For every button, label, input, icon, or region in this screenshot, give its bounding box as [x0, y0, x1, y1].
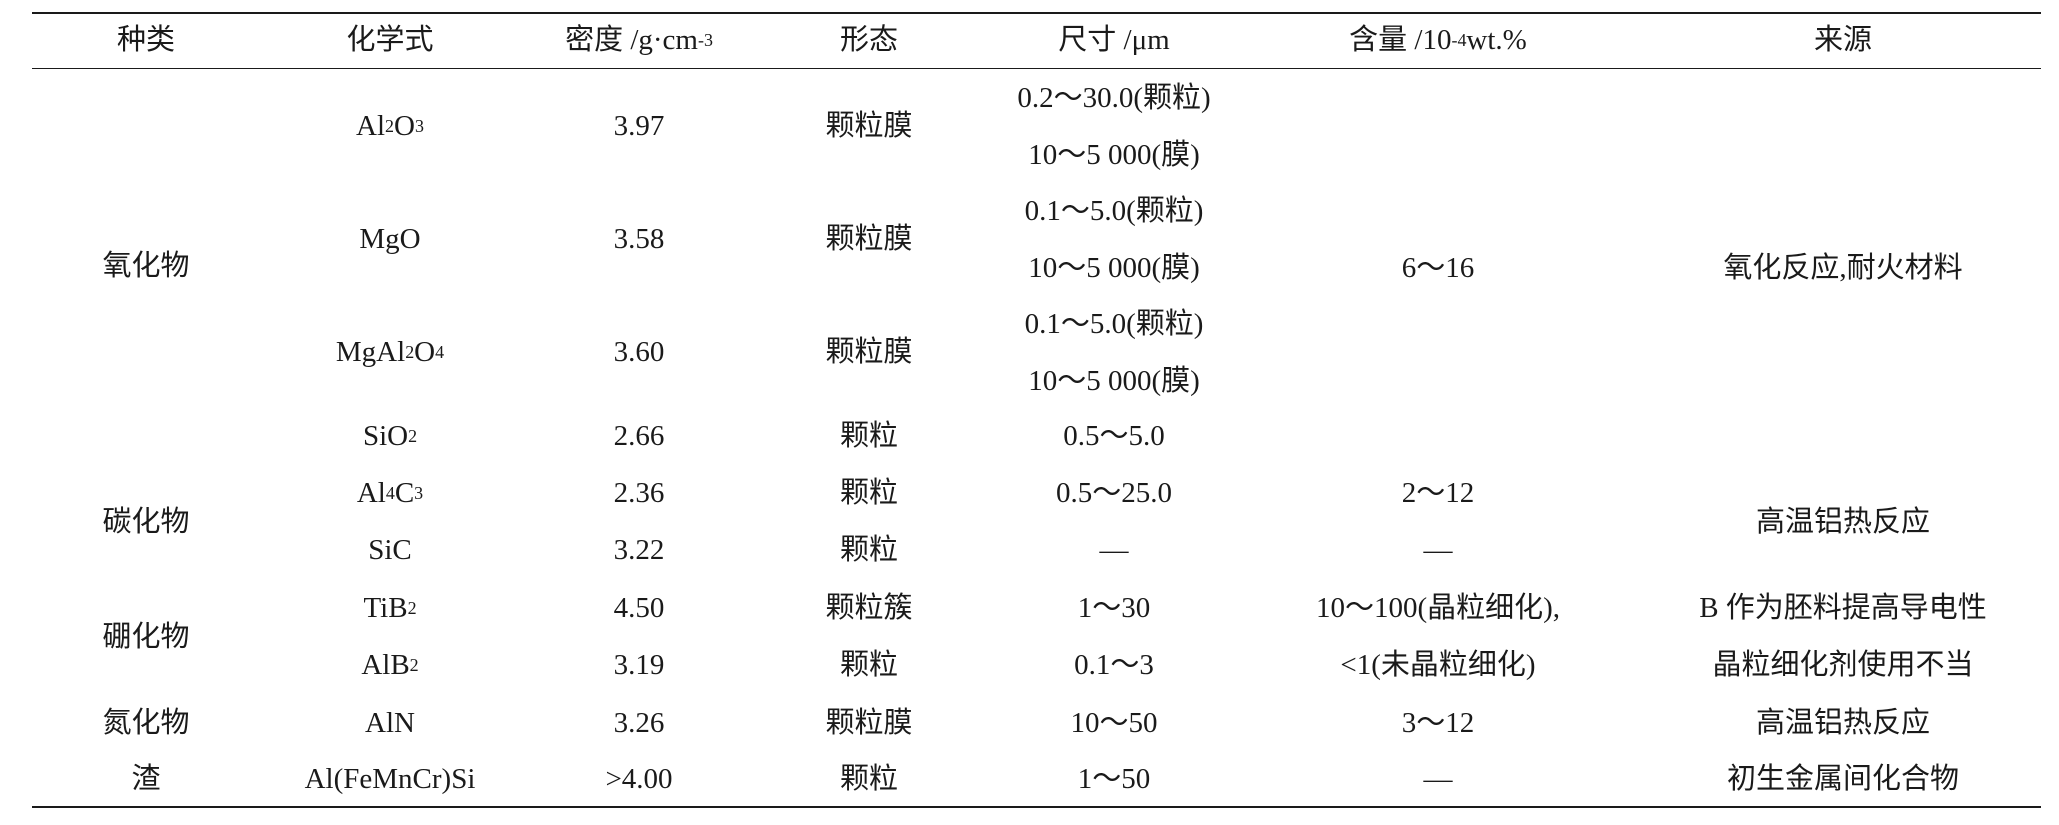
- formula-al4c3-p1: Al: [356, 476, 386, 509]
- source-oxide: 氧化反应,耐火材料: [1723, 251, 1963, 284]
- formula-al2o3-p1: Al: [356, 109, 386, 142]
- formula-mgal2o4-p1: MgAl: [335, 335, 406, 368]
- source-boride-conductivity: B 作为胚料提高导电性: [1699, 591, 1987, 624]
- header-morphology: 形态: [839, 23, 899, 56]
- inclusion-table: 种类 化学式 密度 /g·cm -3 形态 尺寸 /μm 含量 /10 -4 wt.…: [32, 0, 2041, 825]
- size-al2o3-particle: 0.2～30.0(颗粒): [1017, 81, 1211, 114]
- formula-sio2: SiO 2: [363, 416, 417, 456]
- category-slag: 渣: [131, 762, 161, 795]
- source-slag: 初生金属间化合物: [1726, 762, 1960, 795]
- morphology-aln: 颗粒膜: [825, 706, 913, 739]
- content-boride-refined: 10～100(晶粒细化),: [1315, 591, 1561, 624]
- content-slag: —: [1423, 762, 1453, 795]
- size-mgo-film: 10～5 000(膜): [1028, 251, 1200, 284]
- header-size: 尺寸 /μm: [1058, 23, 1170, 56]
- density-mgal2o4: 3.60: [613, 335, 665, 368]
- density-sic: 3.22: [613, 533, 665, 566]
- size-mgo-particle: 0.1～5.0(颗粒): [1024, 194, 1204, 227]
- morphology-alb2: 颗粒: [839, 648, 899, 681]
- header-content: 含量 /10 -4 wt.%: [1349, 20, 1527, 60]
- morphology-sio2: 颗粒: [839, 419, 899, 452]
- density-aln: 3.26: [613, 706, 665, 739]
- size-alb2: 0.1～3: [1074, 648, 1154, 681]
- density-al4c3: 2.36: [613, 476, 665, 509]
- header-category: 种类: [116, 23, 176, 56]
- formula-aln: AlN: [365, 706, 415, 739]
- morphology-mgal2o4: 颗粒膜: [825, 335, 913, 368]
- header-source: 来源: [1813, 23, 1873, 56]
- morphology-al2o3: 颗粒膜: [825, 109, 913, 142]
- formula-tib2-p1: TiB: [363, 591, 408, 624]
- formula-alb2-p1: AlB: [361, 648, 410, 681]
- formula-sio2-p1: SiO: [362, 419, 409, 452]
- formula-mgo: MgO: [359, 222, 421, 255]
- density-mgo: 3.58: [613, 222, 665, 255]
- source-carbide: 高温铝热反应: [1755, 505, 1931, 538]
- formula-al2o3-p2: O: [394, 109, 415, 142]
- formula-al4c3: Al 4 C 3: [357, 473, 423, 513]
- size-sio2: 0.5～5.0: [1063, 419, 1165, 452]
- table-top-rule: [32, 12, 2041, 14]
- content-al4c3: 2～12: [1401, 476, 1475, 509]
- formula-mgal2o4-p2: O: [414, 335, 436, 368]
- header-content-unit: wt.%: [1466, 23, 1527, 56]
- density-tib2: 4.50: [613, 591, 665, 624]
- formula-sic: SiC: [368, 533, 412, 566]
- size-mgal2o4-film: 10～5 000(膜): [1028, 364, 1200, 397]
- source-boride-refiner: 晶粒细化剂使用不当: [1712, 648, 1974, 681]
- size-sic: —: [1099, 533, 1129, 566]
- category-oxide: 氧化物: [102, 249, 190, 282]
- table-bottom-rule: [32, 806, 2041, 808]
- content-boride-unrefined: <1(未晶粒细化): [1340, 648, 1536, 681]
- formula-al4c3-p2: C: [394, 476, 415, 509]
- source-aln: 高温铝热反应: [1755, 706, 1931, 739]
- density-slag: >4.00: [605, 762, 673, 795]
- category-nitride: 氮化物: [102, 706, 190, 739]
- formula-al2o3: Al 2 O 3: [356, 106, 424, 146]
- size-slag: 1～50: [1077, 762, 1151, 795]
- density-sio2: 2.66: [613, 419, 665, 452]
- density-alb2: 3.19: [613, 648, 665, 681]
- content-sic: —: [1423, 533, 1453, 566]
- header-formula: 化学式: [346, 23, 434, 56]
- content-oxide: 6～16: [1401, 251, 1475, 284]
- size-tib2: 1～30: [1077, 591, 1151, 624]
- morphology-mgo: 颗粒膜: [825, 222, 913, 255]
- formula-tib2: TiB 2: [363, 588, 416, 628]
- formula-slag: Al(FeMnCr)Si: [304, 762, 476, 795]
- formula-alb2: AlB 2: [361, 645, 418, 685]
- size-aln: 10～50: [1070, 706, 1158, 739]
- size-al4c3: 0.5～25.0: [1055, 476, 1173, 509]
- category-carbide: 碳化物: [102, 505, 190, 538]
- header-density-text: 密度 /g·cm: [565, 23, 698, 56]
- morphology-slag: 颗粒: [839, 762, 899, 795]
- morphology-tib2: 颗粒簇: [825, 591, 913, 624]
- morphology-al4c3: 颗粒: [839, 476, 899, 509]
- density-al2o3: 3.97: [613, 109, 665, 142]
- content-aln: 3～12: [1401, 706, 1475, 739]
- morphology-sic: 颗粒: [839, 533, 899, 566]
- header-density: 密度 /g·cm -3: [565, 20, 713, 60]
- formula-mgal2o4: MgAl 2 O 4: [336, 332, 444, 372]
- header-content-text: 含量 /10: [1349, 23, 1452, 56]
- size-al2o3-film: 10～5 000(膜): [1028, 138, 1200, 171]
- size-mgal2o4-particle: 0.1～5.0(颗粒): [1024, 307, 1204, 340]
- category-boride: 硼化物: [102, 620, 190, 653]
- table-header-rule: [32, 68, 2041, 69]
